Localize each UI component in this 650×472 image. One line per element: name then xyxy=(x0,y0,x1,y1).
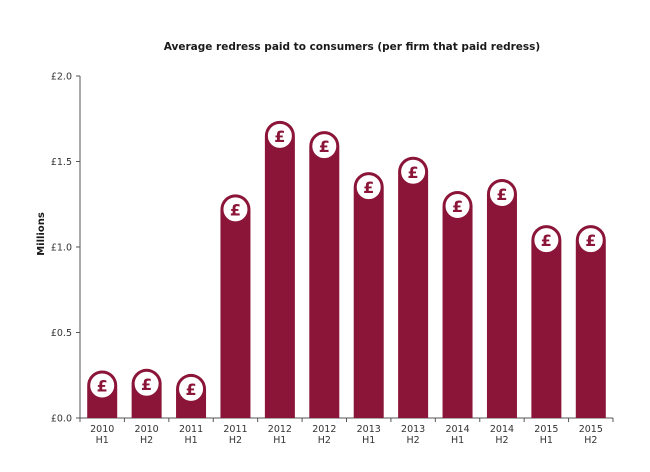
pound-symbol: £ xyxy=(274,127,285,146)
x-tick-label-half: H1 xyxy=(451,435,464,446)
x-tick-label-half: H2 xyxy=(318,435,331,446)
bars: £ £ £ £ £ £ £ £ £ £ £ £ xyxy=(87,120,606,418)
pound-symbol: £ xyxy=(319,137,330,156)
y-tick-label: £1.5 xyxy=(51,157,72,168)
x-tick-label-half: H1 xyxy=(362,435,375,446)
bar xyxy=(575,225,606,418)
bar xyxy=(442,190,473,418)
x-tick-label-half: H2 xyxy=(229,435,242,446)
x-tick-label-year: 2011 xyxy=(223,424,247,435)
pound-coin-icon xyxy=(354,173,383,202)
pound-symbol: £ xyxy=(363,178,374,197)
pound-symbol: £ xyxy=(185,380,196,399)
pound-coin-icon xyxy=(265,121,294,150)
pound-coin-icon xyxy=(88,371,117,400)
x-tick-label-year: 2012 xyxy=(312,424,336,435)
pound-symbol: £ xyxy=(230,200,241,219)
x-tick-label-year: 2015 xyxy=(579,424,603,435)
x-tick-label-half: H1 xyxy=(273,435,286,446)
y-axis-title: Millions xyxy=(36,212,47,256)
x-tick-label-year: 2010 xyxy=(90,424,114,435)
pound-symbol: £ xyxy=(408,163,419,182)
bar xyxy=(531,225,562,418)
y-tick-label: £0.0 xyxy=(51,414,72,425)
pound-symbol: £ xyxy=(452,197,463,216)
x-tick-label-half: H2 xyxy=(140,435,153,446)
x-tick-label-year: 2013 xyxy=(401,424,425,435)
x-tick-label-year: 2012 xyxy=(268,424,292,435)
pound-symbol: £ xyxy=(496,185,507,204)
pound-coin-icon xyxy=(487,179,516,208)
pound-coin-icon xyxy=(221,195,250,224)
bar xyxy=(220,194,251,418)
pound-symbol: £ xyxy=(541,231,552,250)
bar xyxy=(398,156,429,418)
x-tick-label-year: 2011 xyxy=(179,424,203,435)
bar xyxy=(353,172,384,418)
x-tick-label-half: H2 xyxy=(495,435,508,446)
pound-coin-icon xyxy=(399,157,428,186)
labels: £0.0£0.5£1.0£1.5£2.02010H12010H22011H120… xyxy=(51,72,603,447)
pound-coin-icon xyxy=(177,374,206,403)
pound-symbol: £ xyxy=(97,377,108,396)
bar xyxy=(264,120,295,418)
x-tick-label-half: H1 xyxy=(184,435,197,446)
pound-coin-icon xyxy=(576,226,605,255)
y-tick-label: £0.5 xyxy=(51,328,72,339)
pound-coin-icon xyxy=(532,226,561,255)
pound-symbol: £ xyxy=(585,231,596,250)
pound-symbol: £ xyxy=(141,375,152,394)
pound-coin-icon xyxy=(310,132,339,161)
y-tick-label: £2.0 xyxy=(51,72,72,83)
chart-title: Average redress paid to consumers (per f… xyxy=(164,41,540,53)
x-tick-label-half: H2 xyxy=(407,435,420,446)
pound-coin-icon xyxy=(132,369,161,398)
x-tick-label-half: H1 xyxy=(540,435,553,446)
pound-coin-icon xyxy=(443,191,472,220)
y-tick-label: £1.0 xyxy=(51,243,72,254)
x-tick-label-half: H1 xyxy=(96,435,109,446)
bar xyxy=(486,178,517,418)
bar xyxy=(309,131,340,418)
x-tick-label-year: 2010 xyxy=(135,424,159,435)
axes xyxy=(76,75,614,422)
x-tick-label-year: 2013 xyxy=(357,424,381,435)
x-tick-label-half: H2 xyxy=(584,435,597,446)
x-tick-label-year: 2015 xyxy=(534,424,558,435)
x-tick-label-year: 2014 xyxy=(490,424,514,435)
x-tick-label-year: 2014 xyxy=(445,424,469,435)
